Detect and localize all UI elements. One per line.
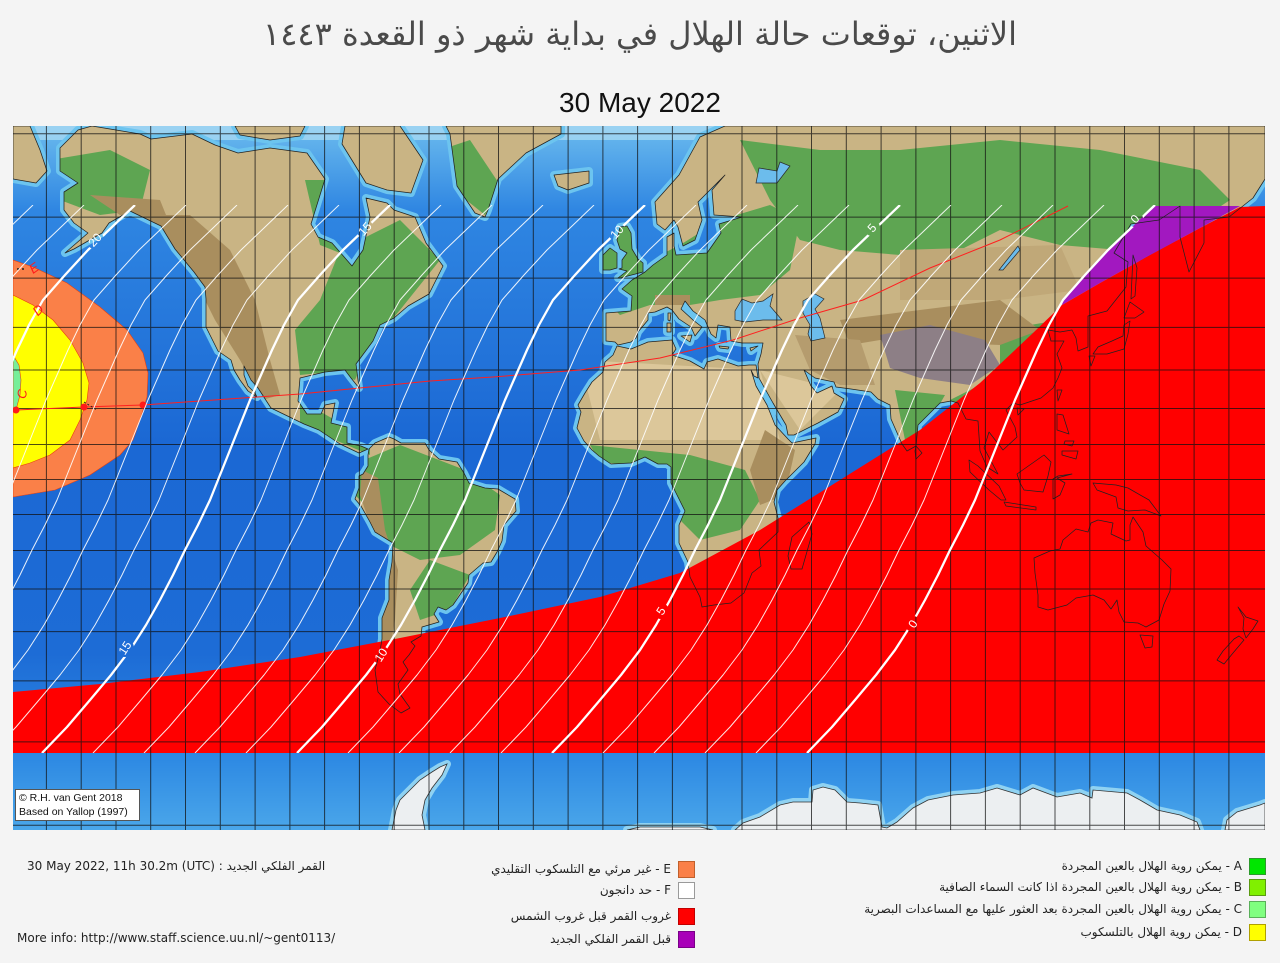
credit-source: Based on Yallop (1997) xyxy=(19,806,128,818)
legend-label: A - يمكن روية الهلال بالعين المجردة xyxy=(1061,859,1242,873)
new-moon-time: 30 May 2022, 11h 30.2m (UTC) : القمر الف… xyxy=(27,859,325,874)
legend-label: F - حد دانجون xyxy=(599,883,671,897)
new-moon-value: 30 May 2022, 11h 30.2m (UTC) xyxy=(27,859,215,873)
legend-item-moonset: غروب القمر قبل غروب الشمس xyxy=(511,907,695,925)
new-moon-label: القمر الفلكي الجديد xyxy=(226,859,326,873)
credit-author: © R.H. van Gent 2018 xyxy=(19,792,123,804)
legend-swatch-purple xyxy=(678,930,695,948)
zone-d xyxy=(13,294,90,469)
legend-item-e: E - غير مرئي مع التلسكوب التقليدي xyxy=(491,860,695,878)
zone-label-c: C xyxy=(14,387,31,399)
graticule-grid xyxy=(13,126,1265,830)
legend-item-d: D - يمكن روية الهلال بالتلسكوب xyxy=(1080,923,1266,941)
legend-item-c: C - يمكن روية الهلال بالعين المجردة بعد … xyxy=(864,900,1266,918)
legend-item-f: F - حد دانجون xyxy=(600,881,695,899)
more-info-link-text: More info: http://www.staff.science.uu.n… xyxy=(17,931,336,945)
legend-item-b: B - يمكن روية الهلال بالعين المجردة اذا … xyxy=(939,878,1266,896)
legend-label: D - يمكن روية الهلال بالتلسكوب xyxy=(1080,925,1242,939)
legend-swatch-red xyxy=(678,907,695,925)
legend-swatch-white xyxy=(678,881,695,899)
legend-label: B - يمكن روية الهلال بالعين المجردة اذا … xyxy=(939,880,1242,894)
legend-label: E - غير مرئي مع التلسكوب التقليدي xyxy=(491,862,671,876)
legend-swatch-green xyxy=(1249,857,1266,875)
date-subtitle: 30 May 2022 xyxy=(559,87,721,118)
zone-marker-dot xyxy=(139,401,147,409)
zone-c xyxy=(13,354,22,413)
legend-label: غروب القمر قبل غروب الشمس xyxy=(510,909,671,923)
legend-swatch-lime xyxy=(1249,878,1266,896)
legend-item-before-new-moon: قبل القمر الفلكي الجديد xyxy=(550,930,695,948)
map-credit-box: © R.H. van Gent 2018 Based on Yallop (19… xyxy=(15,789,140,821)
legend-label: قبل القمر الفلكي الجديد xyxy=(550,932,671,946)
legend-swatch-light-green xyxy=(1249,900,1266,918)
legend-label: C - يمكن روية الهلال بالعين المجردة بعد … xyxy=(864,902,1242,916)
danjon-marker xyxy=(83,401,98,411)
zone-marker-dot xyxy=(13,406,20,414)
zone-moonset-before-sunset xyxy=(13,206,1265,753)
legend-swatch-yellow xyxy=(1249,923,1266,941)
zone-before-new-moon xyxy=(1062,206,1240,305)
legend-swatch-orange xyxy=(678,860,695,878)
legend-item-a: A - يمكن روية الهلال بالعين المجردة xyxy=(1062,857,1266,875)
zone-marker-dot xyxy=(80,403,88,411)
new-moon-separator: : xyxy=(218,859,223,873)
moon-visibility-map: 20 15 10 5 0 15 10 5 0 E D C xyxy=(13,126,1265,830)
best-visibility-line xyxy=(15,205,1069,411)
page-title: الاثنين، توقعات حالة الهلال في بداية شهر… xyxy=(263,15,1017,53)
